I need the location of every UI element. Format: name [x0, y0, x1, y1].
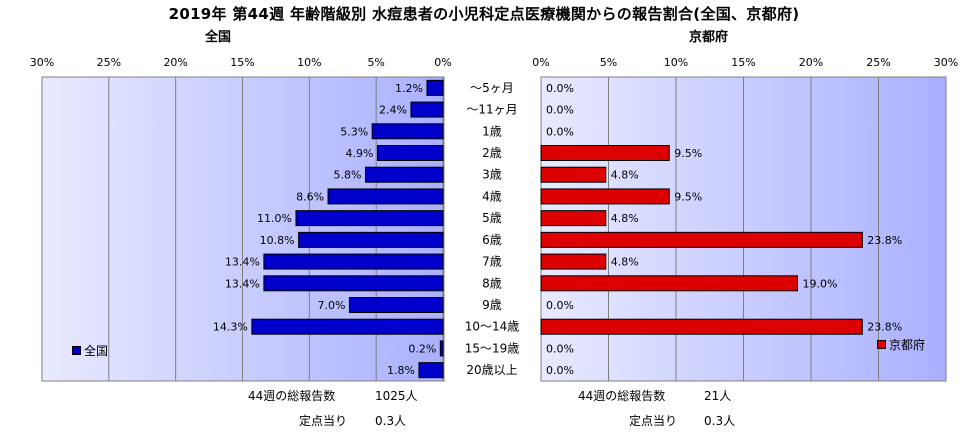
national-data-label: 5.3% — [340, 125, 368, 138]
national-bar — [410, 101, 444, 118]
national-bar — [327, 188, 444, 205]
kyoto-data-label: 23.8% — [867, 234, 902, 247]
national-bar — [348, 297, 444, 313]
kyoto-bar — [540, 166, 607, 183]
national-data-label: 1.2% — [395, 82, 423, 95]
national-bar — [418, 362, 444, 379]
kyoto-per-label: 定点当り — [629, 414, 678, 428]
kyoto-bar — [540, 145, 670, 161]
kyoto-data-label: 4.8% — [611, 169, 639, 182]
national-bar — [298, 231, 444, 248]
kyoto-data-label: 0.0% — [546, 342, 574, 355]
kyoto-data-label: 4.8% — [611, 256, 639, 269]
kyoto-data-label: 0.0% — [546, 82, 574, 95]
kyoto-bar — [540, 275, 798, 292]
kyoto-bar — [540, 231, 863, 248]
category-label: 3歳 — [482, 168, 502, 182]
kyoto-legend-label: 京都府 — [889, 338, 926, 352]
national-tick-label: 30% — [30, 56, 54, 69]
kyoto-data-label: 0.0% — [546, 104, 574, 117]
national-data-label: 11.0% — [257, 212, 292, 225]
national-total-value: 1025人 — [375, 389, 418, 403]
national-bar — [263, 253, 444, 270]
kyoto-bar — [540, 188, 670, 205]
national-legend: 全国 — [72, 342, 108, 359]
national-tick-label: 25% — [97, 56, 121, 69]
national-bar — [251, 318, 444, 335]
category-label: ～5ヶ月 — [470, 81, 514, 95]
kyoto-bar — [540, 210, 607, 227]
national-bar — [377, 145, 444, 161]
kyoto-data-label: 23.8% — [867, 321, 902, 334]
national-bar — [439, 340, 444, 357]
kyoto-total-label: 44週の総報告数 — [578, 389, 666, 403]
national-tick-label: 20% — [163, 56, 187, 69]
kyoto-tick-label: 10% — [664, 56, 688, 69]
national-data-label: 4.9% — [346, 147, 374, 160]
national-bar — [263, 275, 444, 292]
national-bar — [371, 123, 444, 140]
kyoto-data-label: 9.5% — [674, 190, 702, 203]
kyoto-tick-label: 0% — [532, 56, 549, 69]
national-data-label: 7.0% — [317, 299, 345, 312]
national-data-label: 13.4% — [225, 256, 260, 269]
national-legend-swatch — [72, 346, 81, 355]
national-total-label: 44週の総報告数 — [248, 389, 336, 403]
national-bar — [364, 166, 444, 183]
national-data-label: 0.2% — [408, 342, 436, 355]
kyoto-tick-label: 20% — [799, 56, 823, 69]
national-data-label: 10.8% — [260, 234, 295, 247]
category-label: 1歳 — [482, 124, 502, 138]
category-label: 7歳 — [482, 255, 502, 269]
national-data-label: 1.8% — [387, 364, 415, 377]
national-tick-label: 0% — [434, 56, 451, 69]
national-data-label: 5.8% — [334, 169, 362, 182]
kyoto-data-label: 0.0% — [546, 299, 574, 312]
national-data-label: 13.4% — [225, 277, 260, 290]
national-tick-label: 15% — [230, 56, 254, 69]
national-data-label: 8.6% — [296, 190, 324, 203]
national-legend-label: 全国 — [84, 344, 109, 358]
category-label: ～11ヶ月 — [466, 103, 517, 117]
chart-title: 2019年 第44週 年齢階級別 水痘患者の小児科定点医療機関からの報告割合(全… — [168, 5, 800, 23]
category-label: 15～19歳 — [465, 341, 520, 355]
national-tick-label: 5% — [367, 56, 384, 69]
national-bar — [295, 210, 444, 227]
kyoto-tick-label: 15% — [731, 56, 755, 69]
kyoto-tick-label: 25% — [866, 56, 890, 69]
kyoto-per-value: 0.3人 — [704, 414, 736, 428]
category-label: 9歳 — [482, 298, 502, 312]
national-tick-label: 10% — [297, 56, 321, 69]
national-data-label: 2.4% — [379, 104, 407, 117]
kyoto-total-value: 21人 — [704, 389, 732, 403]
category-label: 8歳 — [482, 276, 502, 290]
category-label: 6歳 — [482, 233, 502, 247]
national-bar — [426, 79, 444, 96]
category-label: 10～14歳 — [465, 320, 520, 334]
category-label: 5歳 — [482, 211, 502, 225]
category-label: 2歳 — [482, 146, 502, 160]
kyoto-data-label: 4.8% — [611, 212, 639, 225]
national-data-label: 14.3% — [213, 321, 248, 334]
kyoto-legend: 京都府 — [877, 336, 925, 353]
national-per-label: 定点当り — [299, 414, 348, 428]
kyoto-data-label: 0.0% — [546, 364, 574, 377]
kyoto-tick-label: 5% — [600, 56, 617, 69]
category-label: 4歳 — [482, 189, 502, 203]
category-label: 20歳以上 — [466, 363, 517, 377]
kyoto-data-label: 0.0% — [546, 125, 574, 138]
national-panel-title: 全国 — [205, 30, 232, 45]
kyoto-bar — [540, 253, 607, 270]
kyoto-legend-swatch — [877, 340, 886, 349]
kyoto-panel-title: 京都府 — [689, 30, 729, 45]
kyoto-data-label: 19.0% — [803, 277, 838, 290]
kyoto-tick-label: 30% — [934, 56, 958, 69]
kyoto-bar — [540, 318, 863, 335]
national-per-value: 0.3人 — [375, 414, 407, 428]
kyoto-data-label: 9.5% — [674, 147, 702, 160]
